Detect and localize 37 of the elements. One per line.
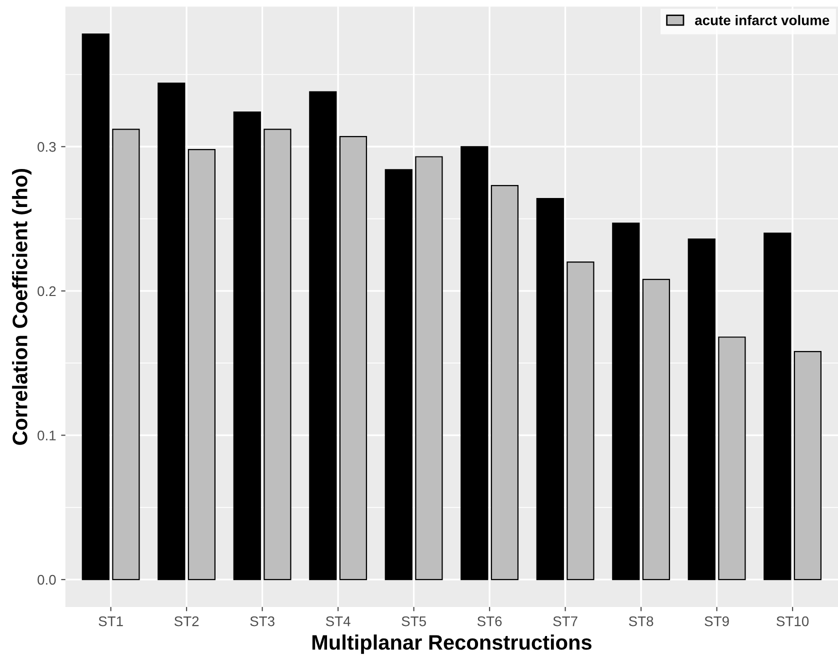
y-tick-label: 0.2 <box>38 286 56 296</box>
bar <box>642 278 670 580</box>
bar <box>339 136 368 580</box>
bar <box>566 262 594 580</box>
x-tick-label: ST4 <box>326 616 350 626</box>
y-axis-title: Correlation Coefficient (rho) <box>12 168 32 445</box>
y-tick-label: 0.3 <box>38 142 56 152</box>
x-tick-label: ST1 <box>98 616 123 626</box>
x-axis-title: Multiplanar Reconstructions <box>312 634 592 654</box>
bar <box>460 146 488 580</box>
x-tick-label: ST10 <box>776 616 809 626</box>
bar <box>490 185 519 580</box>
x-tick-label: ST7 <box>553 616 578 626</box>
bar <box>794 351 822 580</box>
x-tick-label: ST2 <box>174 616 199 626</box>
x-tick-label: ST6 <box>477 616 502 626</box>
bar <box>688 238 716 580</box>
y-tick-label: 0.0 <box>38 574 56 585</box>
bar <box>718 336 746 580</box>
bar <box>384 169 412 580</box>
bar <box>415 156 443 580</box>
y-tick-label: 0.1 <box>38 430 56 440</box>
bar <box>188 148 216 580</box>
bar <box>82 34 110 580</box>
legend-label: acute infarct volume <box>695 15 830 26</box>
bar <box>264 128 292 580</box>
bar <box>158 82 186 580</box>
bar <box>309 91 337 580</box>
x-tick-label: ST5 <box>402 616 426 626</box>
bar <box>112 128 140 580</box>
x-tick-label: ST9 <box>704 616 729 626</box>
bar <box>536 198 564 580</box>
bar <box>764 232 792 580</box>
x-tick-label: ST3 <box>250 616 274 626</box>
x-tick-label: ST8 <box>628 616 654 626</box>
bar <box>233 111 261 580</box>
bar <box>612 222 640 580</box>
